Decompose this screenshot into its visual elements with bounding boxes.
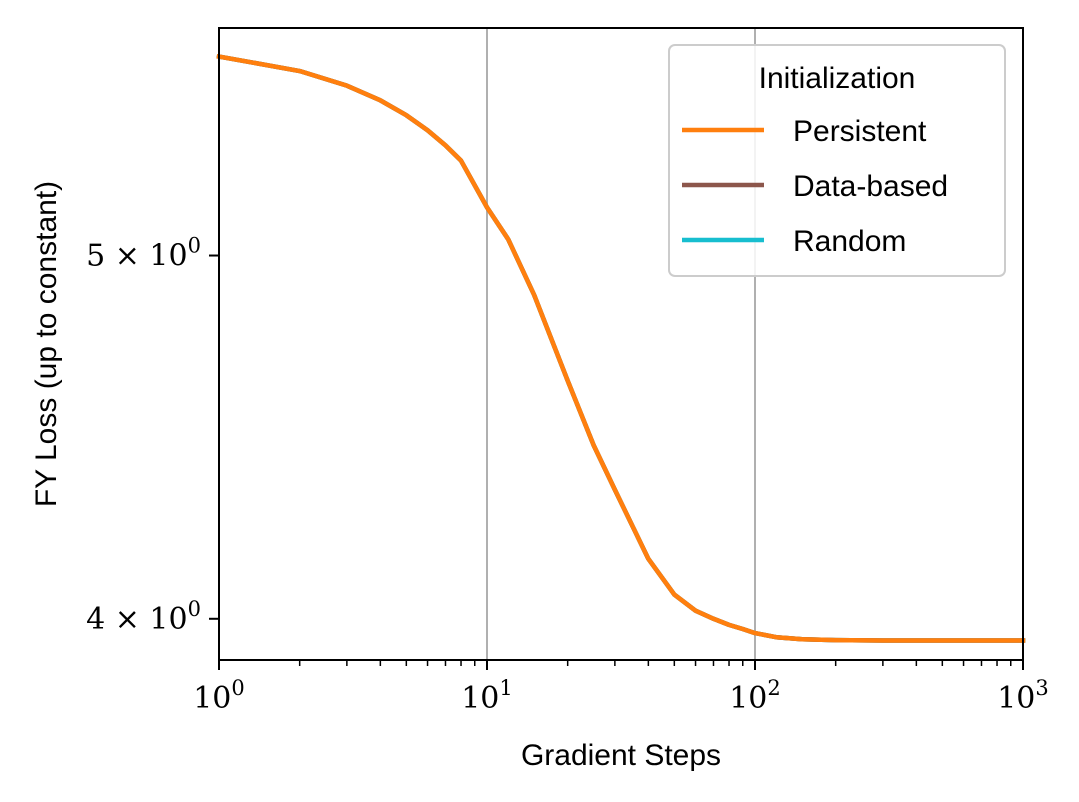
- x-tick-label: 103: [997, 676, 1049, 716]
- y-tick-label: 5 × 100: [86, 234, 201, 274]
- series-layer: [216, 53, 1026, 643]
- legend-item-label: Persistent: [793, 115, 927, 148]
- legend-items: Persistent Data-based Random: [682, 115, 948, 258]
- y-axis-label: FY Loss (up to constant): [30, 181, 63, 507]
- tick-layer: 100 101 102 103 4 × 100 5 × 100: [86, 234, 1049, 716]
- x-axis-label: Gradient Steps: [521, 739, 721, 772]
- y-tick-label: 4 × 100: [86, 597, 201, 637]
- x-tick-label: 102: [729, 676, 781, 716]
- legend-item-label: Data-based: [793, 170, 948, 203]
- legend: Initialization Persistent Data-based Rando…: [668, 44, 1006, 277]
- x-tick-label: 100: [193, 676, 245, 716]
- legend-item-label: Random: [793, 225, 906, 258]
- legend-title: Initialization: [759, 62, 916, 95]
- series-line-persistent: [216, 53, 1026, 643]
- x-tick-label: 101: [461, 676, 513, 716]
- plot-frame: [218, 27, 1024, 661]
- legend-box: [668, 44, 1006, 277]
